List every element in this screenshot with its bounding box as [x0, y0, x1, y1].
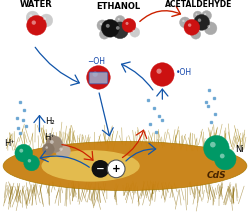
Ellipse shape [3, 141, 247, 191]
Circle shape [19, 149, 23, 153]
Circle shape [92, 160, 109, 178]
Circle shape [46, 136, 62, 153]
Text: CdS: CdS [206, 171, 226, 180]
Circle shape [56, 144, 70, 159]
Circle shape [102, 19, 119, 37]
Circle shape [102, 32, 104, 34]
Circle shape [196, 13, 198, 15]
Circle shape [204, 13, 206, 15]
Text: −OH: −OH [88, 57, 106, 66]
Text: •OH: •OH [176, 68, 192, 77]
Text: −: − [96, 164, 105, 174]
Circle shape [30, 14, 32, 17]
Circle shape [100, 23, 102, 25]
Ellipse shape [42, 150, 140, 182]
Circle shape [118, 18, 120, 20]
Text: WATER: WATER [20, 0, 53, 9]
Circle shape [126, 22, 128, 25]
Circle shape [188, 23, 191, 27]
Circle shape [27, 16, 46, 35]
Circle shape [50, 140, 54, 144]
Circle shape [106, 24, 110, 28]
Circle shape [112, 22, 128, 39]
Circle shape [204, 135, 229, 161]
Circle shape [43, 17, 46, 20]
Text: Ni: Ni [235, 145, 244, 154]
Circle shape [28, 159, 31, 162]
Circle shape [26, 11, 39, 24]
Circle shape [92, 72, 98, 77]
Circle shape [198, 18, 201, 22]
Circle shape [42, 143, 54, 155]
Circle shape [40, 14, 53, 27]
Circle shape [207, 25, 210, 28]
Text: H⁺: H⁺ [44, 133, 55, 142]
Circle shape [100, 29, 109, 39]
Circle shape [156, 69, 162, 74]
Circle shape [182, 20, 185, 22]
Circle shape [132, 30, 134, 32]
Circle shape [116, 26, 119, 30]
Text: H⁺: H⁺ [4, 139, 16, 148]
Circle shape [15, 144, 32, 162]
Circle shape [220, 154, 224, 158]
Circle shape [97, 20, 108, 31]
Circle shape [115, 16, 125, 25]
FancyBboxPatch shape [89, 72, 108, 84]
Circle shape [46, 146, 48, 149]
Text: ETHANOL: ETHANOL [96, 2, 140, 11]
Circle shape [150, 63, 174, 86]
Circle shape [194, 14, 210, 30]
Circle shape [210, 142, 216, 147]
Circle shape [130, 27, 140, 37]
Circle shape [214, 148, 236, 170]
Circle shape [122, 18, 136, 32]
Circle shape [24, 155, 40, 171]
Circle shape [204, 22, 217, 35]
Circle shape [184, 19, 200, 35]
Text: ACETALDEHYDE: ACETALDEHYDE [165, 0, 232, 9]
Circle shape [60, 147, 63, 151]
Circle shape [202, 11, 211, 20]
Circle shape [87, 66, 110, 89]
Circle shape [191, 29, 201, 39]
Text: +: + [112, 164, 120, 174]
Text: H₂: H₂ [46, 117, 55, 126]
Circle shape [32, 20, 36, 25]
Circle shape [193, 32, 196, 34]
Circle shape [193, 11, 202, 20]
Circle shape [107, 160, 125, 178]
Circle shape [180, 17, 190, 28]
